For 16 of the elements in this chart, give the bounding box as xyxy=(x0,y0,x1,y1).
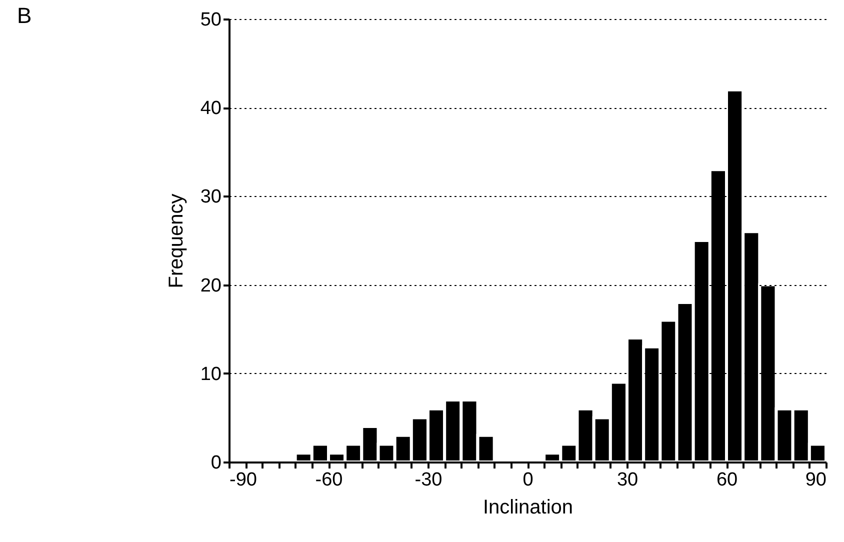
x-axis-title: Inclination xyxy=(482,496,574,518)
x-tick-label: -60 xyxy=(315,470,343,490)
x-tick-label: 90 xyxy=(805,470,826,490)
text: B xyxy=(17,3,32,28)
y-tick-label: 10 xyxy=(200,364,222,385)
y-tick-label: 40 xyxy=(200,98,222,120)
x-tick-label: -90 xyxy=(230,470,257,490)
x-tick-label: 0 xyxy=(522,470,534,490)
x-tick-label: 30 xyxy=(616,470,638,490)
x-tick-label: -30 xyxy=(414,470,442,490)
y-tick-label: 0 xyxy=(210,452,222,474)
y-tick-label: 20 xyxy=(200,275,222,296)
y-tick-label: 30 xyxy=(200,186,222,208)
y-tick-label: 50 xyxy=(200,10,222,30)
y-axis-title: Frequency xyxy=(165,194,188,288)
x-tick-label: 60 xyxy=(716,470,738,490)
